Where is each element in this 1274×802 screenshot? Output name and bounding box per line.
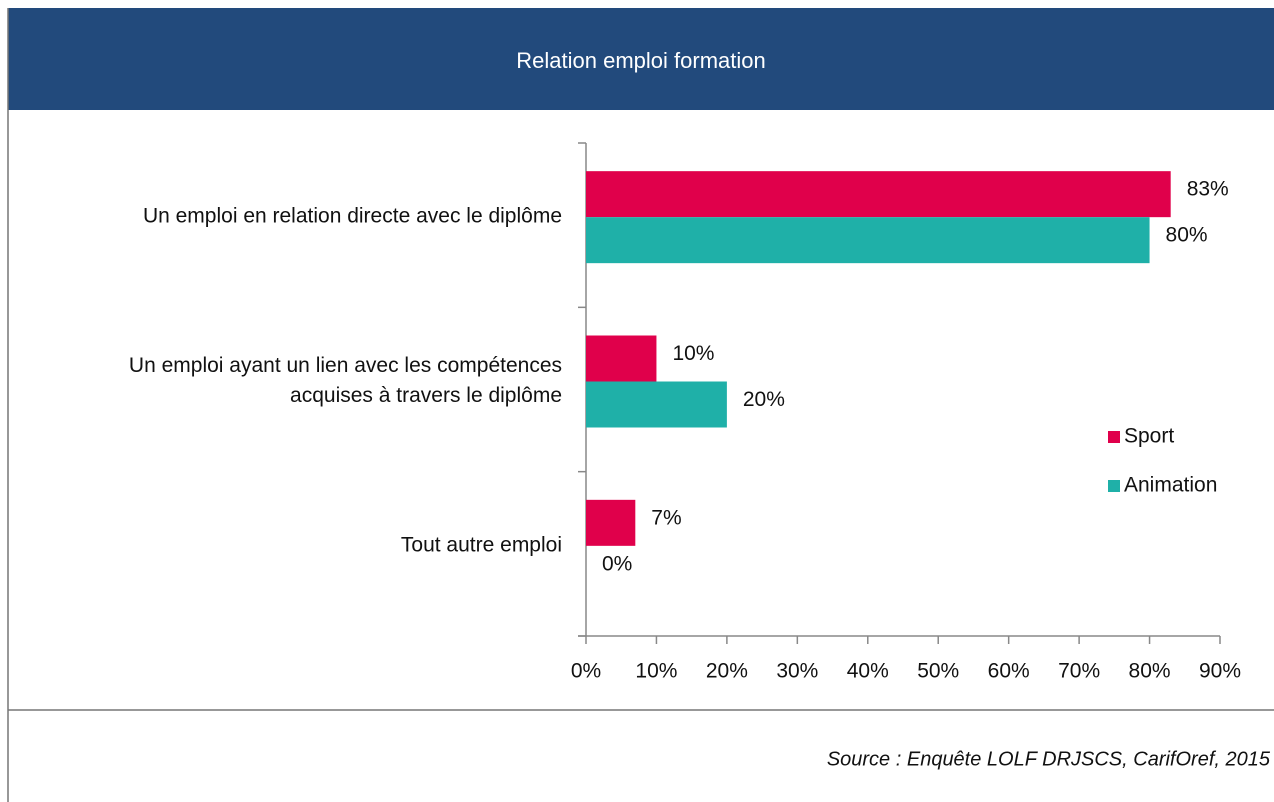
x-tick-label: 0% bbox=[571, 660, 601, 683]
value-label: 7% bbox=[651, 506, 681, 529]
x-tick-label: 90% bbox=[1199, 660, 1241, 683]
y-tick-label: Un emploi en relation directe avec le di… bbox=[143, 205, 562, 228]
y-tick-label: Un emploi ayant un lien avec les compéte… bbox=[129, 354, 562, 377]
header-band bbox=[8, 8, 1274, 110]
value-label: 20% bbox=[743, 388, 785, 411]
bar bbox=[586, 499, 636, 546]
bar bbox=[586, 381, 727, 428]
x-tick-label: 50% bbox=[917, 660, 959, 683]
bar bbox=[586, 217, 1150, 264]
y-tick-label: acquises à travers le diplôme bbox=[290, 384, 562, 407]
y-tick-label: Tout autre emploi bbox=[401, 533, 562, 556]
value-label: 10% bbox=[672, 342, 714, 365]
value-label: 0% bbox=[602, 552, 632, 575]
x-tick-label: 10% bbox=[635, 660, 677, 683]
x-tick-label: 60% bbox=[988, 660, 1030, 683]
x-tick-label: 80% bbox=[1129, 660, 1171, 683]
x-tick-label: 20% bbox=[706, 660, 748, 683]
value-label: 83% bbox=[1187, 178, 1229, 201]
bar bbox=[586, 335, 657, 382]
x-tick-label: 40% bbox=[847, 660, 889, 683]
x-tick-label: 70% bbox=[1058, 660, 1100, 683]
chart-title: Relation emploi formation bbox=[516, 48, 765, 73]
legend-swatch bbox=[1108, 480, 1120, 492]
legend-swatch bbox=[1108, 431, 1120, 443]
source: Source : Enquête LOLF DRJSCS, CarifOref,… bbox=[827, 748, 1271, 770]
legend-label: Animation bbox=[1124, 474, 1217, 497]
x-tick-label: 30% bbox=[776, 660, 818, 683]
bar bbox=[586, 171, 1171, 218]
legend-label: Sport bbox=[1124, 425, 1174, 448]
value-label: 80% bbox=[1166, 224, 1208, 247]
